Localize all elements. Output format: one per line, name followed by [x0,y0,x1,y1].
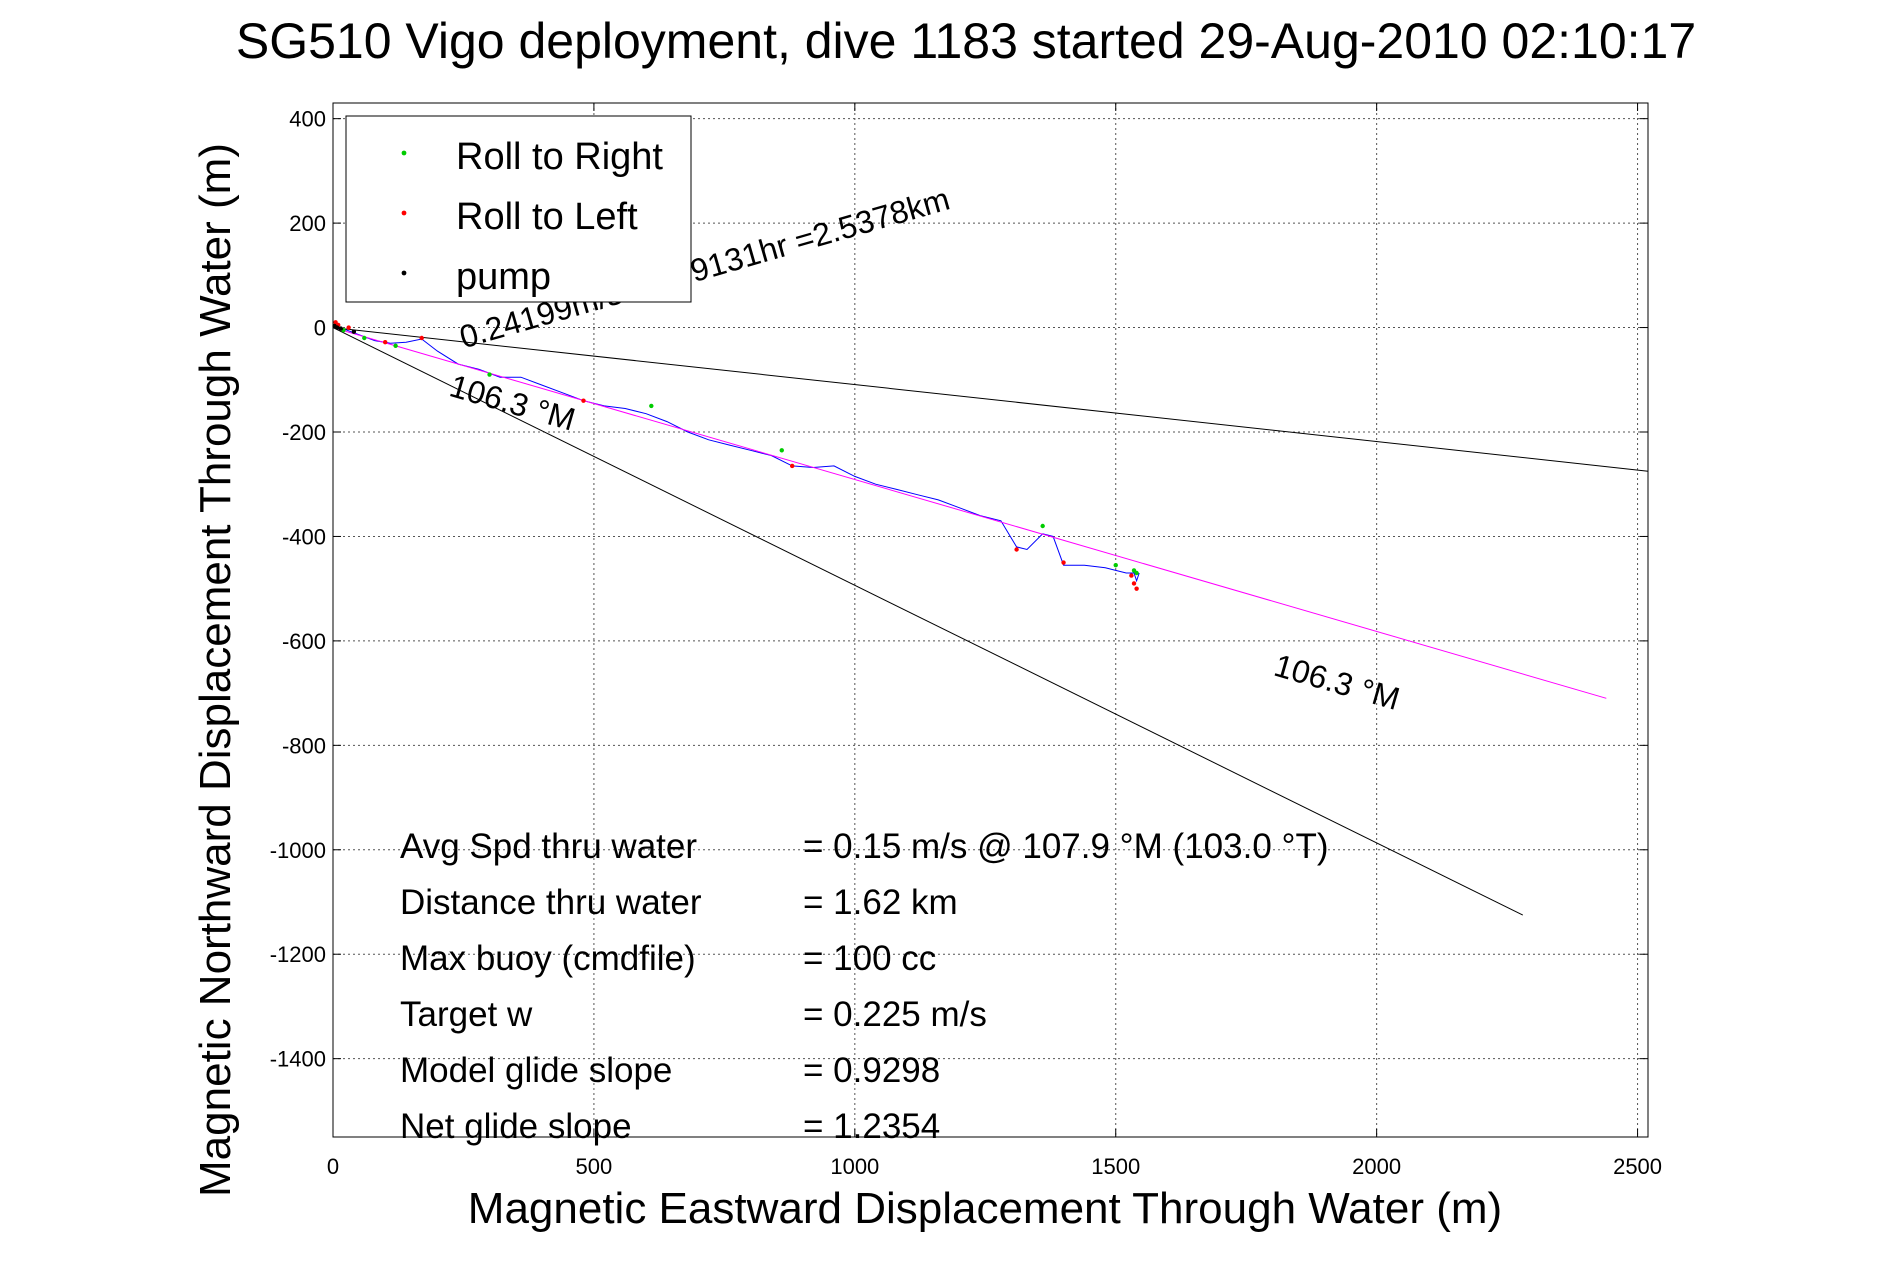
stats-label: Avg Spd thru water [400,827,697,866]
x-tick-label: 500 [576,1154,613,1179]
legend-marker-2 [401,270,407,276]
data-point-roll-to-right [1113,562,1118,568]
x-tick-label: 2000 [1352,1154,1401,1179]
y-tick-label: 400 [289,107,326,132]
stats-label: Target w [400,995,533,1034]
data-point-roll-to-right [1134,570,1139,576]
legend-marker-0 [401,150,407,156]
stats-label: Max buoy (cmdfile) [400,939,696,978]
legend-label-1: Roll to Left [456,196,638,238]
y-tick-label: -200 [282,420,326,445]
data-point-roll-to-right [649,403,654,409]
y-tick-label: -1000 [270,838,326,863]
data-point-roll-to-left [1014,547,1019,552]
y-tick-label: -1400 [270,1047,326,1072]
data-point-roll-to-left [790,463,795,469]
stats-value: = 100 cc [803,939,936,978]
series-line-6 [332,327,1649,472]
data-point-roll-to-left [1131,581,1137,586]
data-point-roll-to-right [487,372,492,377]
legend-label-0: Roll to Right [456,136,663,178]
stats-text-block: Avg Spd thru water = 0.15 m/s @ 107.9 °M … [400,827,1329,1146]
plot-area-frame [332,102,1649,1138]
stats-value: = 0.15 m/s @ 107.9 °M (103.0 °T) [803,827,1329,866]
series-lines-layer [332,324,1649,916]
series-points-layer [332,320,1139,591]
stats-value: = 1.2354 [803,1107,940,1146]
stats-label: Net glide slope [400,1107,632,1146]
data-point-roll-to-left [1061,560,1066,565]
data-point-pump [351,329,357,334]
x-axis-label: Magnetic Eastward Displacement Through W… [468,1184,1502,1233]
data-point-roll-to-right [1040,523,1045,529]
data-point-roll-to-left [419,335,424,341]
y-tick-label: -1200 [270,942,326,967]
chart-title: SG510 Vigo deployment, dive 1183 started… [236,13,1696,69]
data-point-roll-to-left [1129,573,1134,578]
y-tick-label: -400 [282,524,326,549]
legend-items: Roll to Right Roll to Left pump [401,136,663,298]
x-tick-label: 2500 [1613,1154,1662,1179]
data-point-roll-to-left [346,325,351,330]
data-point-roll-to-right [779,448,784,453]
stats-label: Model glide slope [400,1051,672,1090]
data-point-roll-to-left [581,398,586,403]
annotation-text-2: 106.3 °M [1270,647,1403,717]
y-tick-label: -800 [282,733,326,758]
x-tick-label: 1000 [830,1154,879,1179]
stats-label: Distance thru water [400,883,702,922]
legend: Roll to Right Roll to Left pump [345,115,692,303]
y-tick-label: 200 [289,211,326,236]
series-line-5 [332,327,1524,916]
axis-ticks-layer: 0 500 1000 1500 2000 25004002000-200-400-600-… [270,103,1662,1179]
series-line-4 [332,327,1607,699]
legend-label-2: pump [456,256,551,298]
y-tick-label: 0 [314,316,326,341]
x-tick-label: 0 [327,1154,339,1179]
grid-layer [332,103,1648,1137]
data-point-roll-to-left [1134,586,1139,591]
data-point-roll-to-right [362,335,367,341]
legend-marker-1 [401,210,407,216]
y-tick-label: -600 [282,629,326,654]
data-point-roll-to-right [393,343,398,349]
stats-value: = 1.62 km [803,883,958,922]
stats-value: = 0.225 m/s [803,995,987,1034]
x-tick-label: 1500 [1091,1154,1140,1179]
data-point-roll-to-left [382,339,388,345]
y-axis-label: Magnetic Northward Displacement Through … [191,143,240,1197]
stats-value: = 0.9298 [803,1051,940,1090]
annotation-text-1: 106.3 °M [446,368,579,438]
